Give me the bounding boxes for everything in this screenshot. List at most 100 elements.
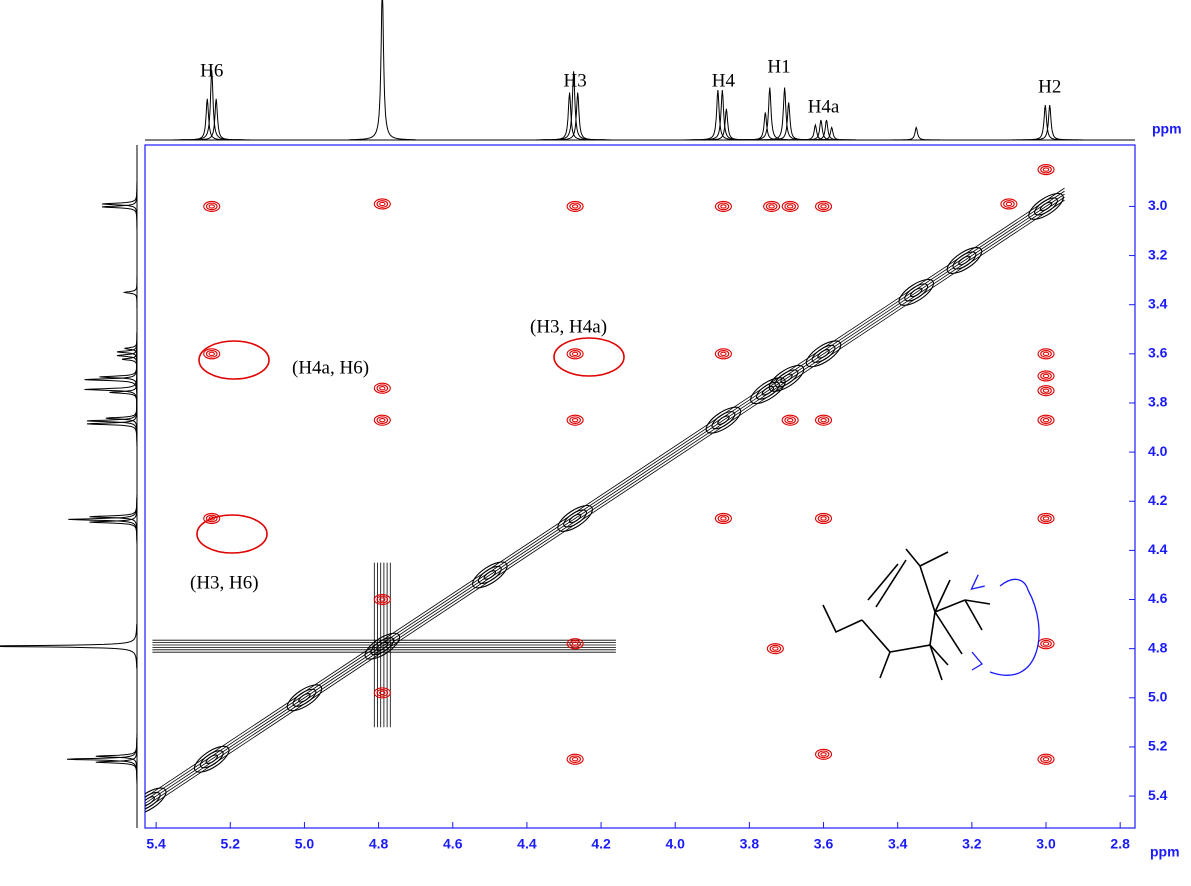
contour-level	[1042, 373, 1050, 379]
contour-level	[1037, 512, 1055, 524]
cross-peak	[1037, 348, 1055, 360]
contour-level	[705, 406, 742, 434]
cross-peak	[373, 687, 391, 699]
contour-level	[370, 637, 395, 656]
bond	[879, 644, 943, 681]
contour-level	[566, 638, 584, 650]
x-tick-label: 4.4	[517, 836, 537, 852]
contour-level	[720, 516, 727, 521]
contour-level	[566, 414, 584, 426]
y-tick-label: 5.4	[1148, 787, 1168, 803]
contour-level	[199, 750, 224, 769]
cross-peak	[763, 200, 781, 212]
contour-level	[1042, 167, 1050, 172]
contour-level	[761, 385, 775, 396]
contour-level	[714, 200, 732, 212]
contour-level	[379, 597, 386, 602]
plot-frame	[144, 144, 1136, 829]
y-tick-label: 3.2	[1148, 246, 1168, 262]
cross-peak	[373, 414, 391, 426]
diagonal-contour	[145, 193, 1065, 804]
cross-peak	[203, 348, 221, 360]
y-tick-label: 5.2	[1148, 738, 1168, 754]
cross-peak	[472, 561, 508, 589]
projection-line	[1011, 104, 1079, 141]
contour-level	[571, 757, 579, 762]
contour-level	[1042, 417, 1050, 423]
contour-level	[145, 787, 167, 815]
cross-peak	[705, 406, 742, 434]
highlight-circle	[198, 340, 270, 380]
projection-line	[84, 367, 138, 412]
contour-level	[814, 512, 833, 524]
contour-level	[379, 386, 386, 391]
noe-arrow	[989, 589, 1040, 676]
contour-level	[472, 561, 508, 589]
peak-label: H4a	[808, 96, 840, 117]
contour-level	[379, 417, 386, 423]
projection-line	[101, 184, 138, 229]
contour-level	[769, 644, 782, 653]
contour-level	[755, 381, 780, 400]
projection-line	[1016, 104, 1084, 141]
contour-level	[205, 754, 218, 765]
contour-level	[1040, 372, 1052, 380]
cross-peak	[1037, 164, 1055, 176]
contour-level	[1040, 639, 1052, 648]
projection-line	[86, 398, 138, 443]
y-tick-label: 4.8	[1148, 639, 1168, 655]
contour-level	[483, 570, 497, 580]
contour-level	[1042, 516, 1050, 521]
cross-peak	[814, 414, 833, 426]
projection-line	[101, 181, 138, 227]
projection-line	[348, 0, 416, 141]
contour-level	[909, 287, 923, 298]
cross-peak	[814, 748, 833, 760]
highlight-circle	[553, 337, 625, 377]
cross-peak	[566, 753, 584, 765]
projection-line	[787, 119, 855, 141]
arrow-head	[970, 574, 985, 591]
cross-peak	[814, 200, 833, 212]
contour-level	[569, 416, 581, 425]
diagonal	[145, 187, 1065, 810]
projection-line	[66, 737, 138, 782]
contour-level	[208, 516, 215, 521]
contour-level	[1028, 192, 1064, 220]
cross-peak	[714, 512, 732, 524]
contour-level	[1037, 385, 1055, 397]
contour-level	[1040, 386, 1052, 395]
contour-level	[768, 364, 805, 392]
contour-level	[563, 509, 588, 528]
contour-level	[379, 690, 386, 696]
contour-level	[193, 745, 230, 773]
contour-level	[717, 202, 730, 211]
cross-peak	[203, 512, 221, 524]
contour-level	[1040, 755, 1052, 764]
y-tick-label: 5.0	[1148, 688, 1168, 704]
contour-level	[376, 641, 389, 652]
cross-peak	[1037, 414, 1055, 426]
contour-level	[145, 791, 161, 811]
left-projection	[0, 145, 138, 828]
contour-level	[1042, 757, 1050, 762]
cross-peak	[1037, 370, 1055, 382]
x-tick-label: 3.8	[740, 836, 760, 852]
contour-level	[763, 200, 781, 212]
y-tick-label: 4.4	[1148, 541, 1168, 557]
projection-line	[86, 401, 138, 446]
contour-level	[817, 750, 830, 759]
cross-peak	[768, 364, 805, 392]
cross-peak	[781, 414, 799, 426]
cross-peak	[805, 340, 842, 368]
contour-level	[780, 373, 793, 384]
projection-line	[736, 87, 804, 141]
contour-level	[817, 416, 830, 425]
contour-level	[208, 351, 215, 357]
contour-level	[205, 349, 218, 358]
annotation: (H4a, H6)	[292, 357, 369, 378]
y-tick-label: 4.2	[1148, 492, 1168, 508]
cross-peak	[1037, 385, 1055, 397]
contour-level	[1037, 370, 1055, 382]
